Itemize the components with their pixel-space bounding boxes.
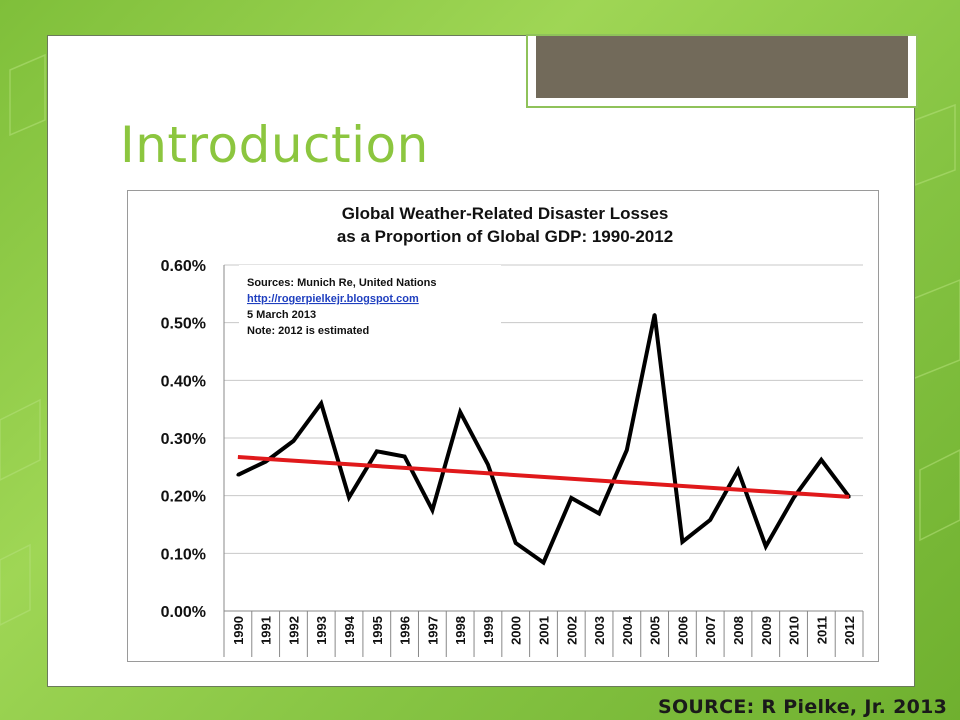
- data-point: [792, 496, 796, 500]
- x-tick-label: 2000: [509, 616, 524, 645]
- data-point: [625, 448, 629, 452]
- data-point: [819, 458, 823, 462]
- y-tick-label: 0.50%: [161, 316, 206, 333]
- x-tick-label: 1990: [231, 616, 246, 645]
- header-photo: [536, 36, 908, 98]
- x-tick-label: 2004: [620, 615, 635, 645]
- x-tick-label: 1999: [481, 616, 496, 645]
- data-point: [486, 463, 490, 467]
- data-point: [291, 439, 295, 443]
- x-tick-label: 1996: [398, 616, 413, 645]
- chart-subtitle: as a Proportion of Global GDP: 1990-2012: [337, 227, 673, 246]
- chart-title: Global Weather-Related Disaster Losses: [342, 204, 669, 223]
- data-point: [764, 544, 768, 548]
- slide-title: Introduction: [120, 116, 429, 174]
- y-tick-label: 0.60%: [161, 258, 206, 275]
- data-point: [708, 518, 712, 522]
- x-tick-label: 2002: [564, 616, 579, 645]
- x-tick-label: 2009: [759, 616, 774, 645]
- annotation-date: 5 March 2013: [247, 309, 316, 321]
- data-point: [542, 561, 545, 565]
- x-tick-label: 2006: [675, 616, 690, 645]
- x-axis: 1990 1991 1992 1993 1994 1995 1996 1997 1998 1999…: [223, 610, 864, 657]
- y-axis: 0.00% 0.10% 0.20% 0.30% 0.40% 0.50% 0.60%: [161, 258, 225, 621]
- data-point: [403, 454, 407, 458]
- x-tick-label: 1997: [425, 616, 440, 645]
- x-tick-label: 2003: [592, 616, 607, 645]
- loss-series-line: [237, 314, 851, 566]
- data-point: [653, 313, 657, 317]
- annotation-link[interactable]: http://rogerpielkejr.blogspot.com: [247, 293, 419, 305]
- x-tick-label: 1994: [342, 615, 357, 645]
- x-tick-label: 2012: [842, 616, 857, 645]
- y-tick-label: 0.10%: [161, 546, 206, 563]
- x-tick-label: 2010: [787, 616, 802, 645]
- annotation-note: Note: 2012 is estimated: [247, 325, 369, 337]
- data-point: [597, 512, 601, 516]
- data-point: [347, 495, 351, 499]
- data-point: [264, 460, 268, 464]
- x-tick-label: 2001: [537, 616, 552, 645]
- header-photo-frame: [526, 34, 918, 108]
- x-tick-label: 1993: [314, 616, 329, 645]
- y-tick-label: 0.20%: [161, 489, 206, 506]
- x-tick-label: 2007: [703, 616, 718, 645]
- line-chart: Global Weather-Related Disaster Losses a…: [161, 204, 864, 657]
- plot-area: [236, 313, 851, 566]
- x-tick-label: 1998: [453, 616, 468, 645]
- x-tick-label: 2008: [731, 616, 746, 645]
- data-point: [569, 496, 573, 500]
- trend-line: [237, 455, 850, 499]
- source-citation: SOURCE: R Pielke, Jr. 2013: [658, 696, 948, 718]
- data-point: [458, 410, 462, 414]
- chart-container: Global Weather-Related Disaster Losses a…: [127, 190, 879, 662]
- data-point: [680, 540, 684, 544]
- annotation-sources: Sources: Munich Re, United Nations: [247, 277, 436, 289]
- data-point: [430, 508, 434, 512]
- x-tick-label: 1992: [286, 616, 301, 645]
- data-point: [375, 449, 379, 453]
- data-point: [736, 468, 740, 472]
- x-tick-label: 2011: [814, 616, 829, 644]
- y-tick-label: 0.40%: [161, 373, 206, 390]
- data-point: [514, 541, 518, 545]
- sources-annotation: Sources: Munich Re, United Nations http:…: [239, 265, 501, 351]
- x-tick-label: 1991: [259, 616, 274, 645]
- data-point: [236, 473, 240, 477]
- y-tick-label: 0.30%: [161, 431, 206, 448]
- y-tick-label: 0.00%: [161, 604, 206, 621]
- annotation-box: [239, 265, 501, 351]
- x-tick-label: 1995: [370, 616, 385, 645]
- x-tick-label: 2005: [648, 616, 663, 645]
- data-point: [319, 401, 323, 405]
